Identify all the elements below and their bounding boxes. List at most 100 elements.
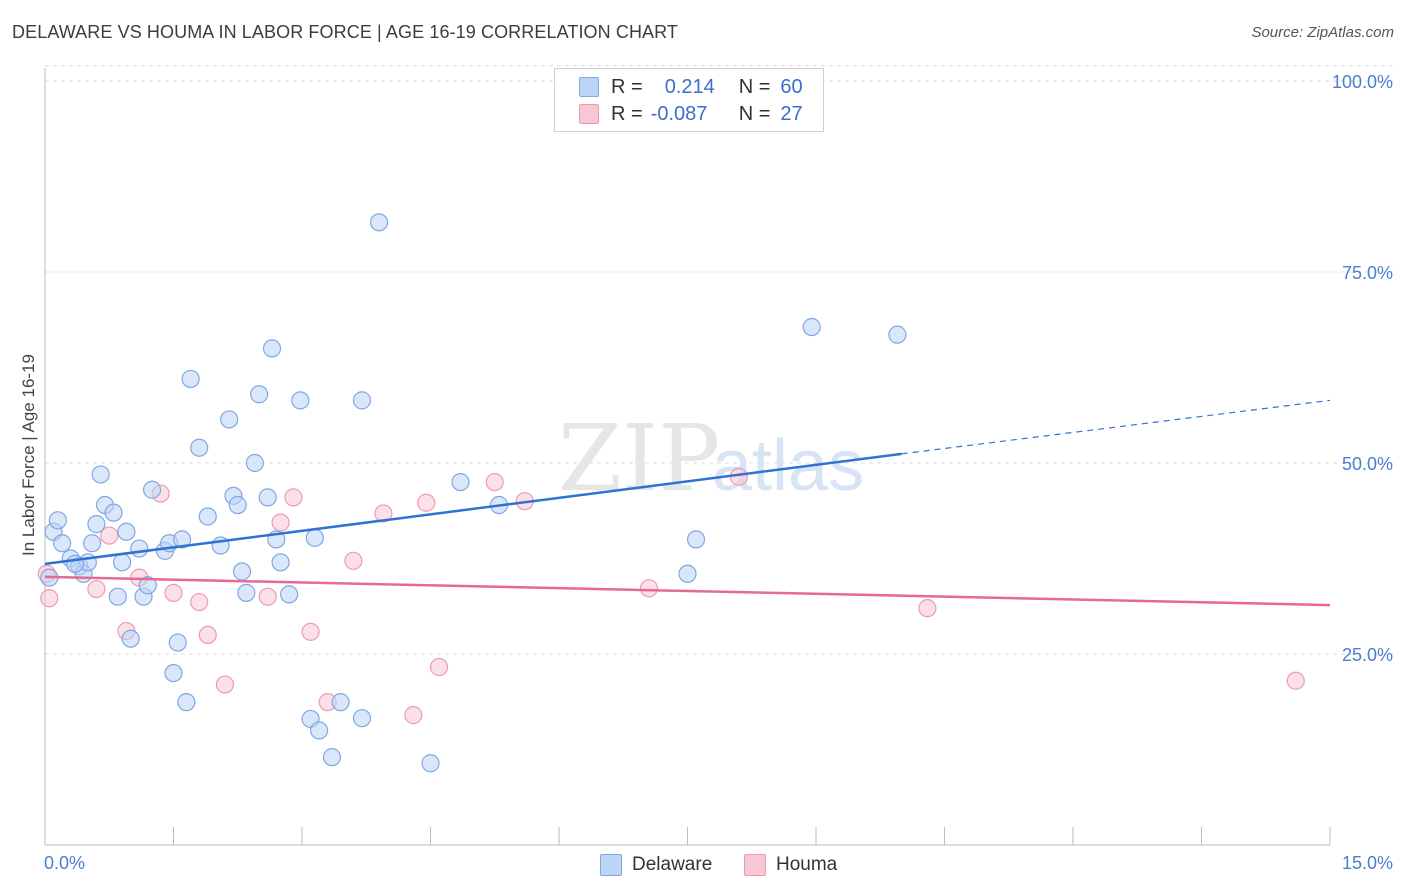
delaware-point xyxy=(168,633,187,652)
houma-point xyxy=(485,473,504,492)
legend-row-houma: R = -0.087 N = 27 xyxy=(579,101,803,127)
delaware-point xyxy=(237,583,256,602)
tick-labels: 25.0% 50.0% 75.0% 100.0% 0.0% 15.0% xyxy=(44,72,1393,873)
delaware-point xyxy=(370,213,389,232)
houma-point xyxy=(40,589,59,608)
gridlines xyxy=(45,65,1393,655)
houma-point xyxy=(344,551,363,570)
y-tick-label: 50.0% xyxy=(1342,454,1393,474)
bottom-delaware-label: Delaware xyxy=(632,854,713,875)
houma-point xyxy=(164,583,183,602)
delaware-point xyxy=(112,553,132,572)
y-axis-label: In Labor Force | Age 16-19 xyxy=(19,354,38,556)
houma-point xyxy=(215,675,234,694)
watermark-atlas: atlas xyxy=(712,426,864,506)
delaware-point xyxy=(138,576,157,595)
houma-n-value: 27 xyxy=(780,102,803,125)
delaware-point xyxy=(258,488,277,507)
delaware-point xyxy=(190,438,209,457)
delaware-point xyxy=(177,693,196,712)
delaware-point xyxy=(65,554,85,573)
delaware-point xyxy=(245,453,264,473)
delaware-point xyxy=(181,369,200,389)
delaware-point xyxy=(888,325,907,344)
delaware-point xyxy=(352,709,372,728)
houma-point xyxy=(429,657,449,677)
delaware-point xyxy=(310,721,329,740)
houma-point xyxy=(198,625,217,645)
delaware-point xyxy=(280,585,299,604)
delaware-point xyxy=(108,587,127,606)
delaware-point xyxy=(87,515,106,534)
delaware-point xyxy=(232,562,252,581)
trendlines xyxy=(44,399,1331,607)
houma-point xyxy=(190,592,209,612)
houma-point xyxy=(374,504,393,523)
watermark: ZIP atlas xyxy=(558,405,864,512)
delaware-point xyxy=(322,748,342,767)
delaware-point xyxy=(142,480,162,499)
houma-point xyxy=(918,599,937,618)
houma-r-label: R = xyxy=(611,102,643,125)
delaware-point xyxy=(164,663,183,683)
delaware-point xyxy=(802,317,821,337)
delaware-point xyxy=(451,473,470,492)
bottom-houma-label: Houma xyxy=(776,854,838,875)
y-tick-label: 25.0% xyxy=(1342,645,1393,665)
delaware-point xyxy=(305,528,324,547)
houma-point xyxy=(417,493,436,512)
delaware-point xyxy=(198,507,217,526)
delaware-point xyxy=(220,410,239,429)
houma-point xyxy=(100,526,119,545)
houma-point xyxy=(1286,671,1305,690)
delaware-point xyxy=(291,391,310,410)
delaware-point xyxy=(48,511,67,530)
bottom-delaware-swatch xyxy=(600,854,622,876)
y-tick-label: 75.0% xyxy=(1342,263,1393,283)
delaware-n-label: N = xyxy=(738,75,771,98)
delaware-n-value: 60 xyxy=(780,75,803,98)
delaware-point xyxy=(121,629,140,648)
delaware-trendline xyxy=(44,452,902,566)
houma-point xyxy=(258,587,277,606)
bottom-houma-swatch xyxy=(744,854,766,876)
houma-trendline xyxy=(44,575,1331,607)
y-tick-label: 100.0% xyxy=(1332,72,1393,92)
delaware-point xyxy=(130,539,149,558)
delaware-point xyxy=(686,530,706,549)
delaware-point xyxy=(331,693,350,712)
delaware-r-label: R = xyxy=(611,75,643,98)
delaware-point xyxy=(53,534,72,553)
houma-point xyxy=(639,579,659,598)
x-tick-label: 0.0% xyxy=(44,853,85,873)
delaware-point xyxy=(352,391,372,410)
houma-point xyxy=(404,706,423,725)
delaware-point xyxy=(117,522,136,541)
delaware-point xyxy=(250,385,269,404)
delaware-point xyxy=(104,503,123,522)
delaware-swatch xyxy=(579,77,599,97)
correlation-legend: R = 0.214 N = 60 R = -0.087 N = 27 xyxy=(554,68,824,132)
chart-title: DELAWARE VS HOUMA IN LABOR FORCE | AGE 1… xyxy=(12,22,679,42)
houma-swatch xyxy=(579,104,599,124)
legend-row-delaware: R = 0.214 N = 60 xyxy=(579,74,803,100)
delaware-point xyxy=(678,564,697,583)
delaware-point xyxy=(83,534,102,553)
houma-point xyxy=(301,622,320,641)
houma-r-value: -0.087 xyxy=(650,102,708,125)
houma-point xyxy=(87,579,106,599)
houma-n-label: N = xyxy=(738,102,771,125)
houma-point xyxy=(271,513,290,532)
delaware-point xyxy=(172,530,192,549)
chart-source: Source: ZipAtlas.com xyxy=(1251,24,1394,41)
delaware-point xyxy=(228,495,247,515)
axes xyxy=(44,68,1331,846)
delaware-point xyxy=(91,465,110,484)
houma-point xyxy=(284,488,303,507)
delaware-point xyxy=(271,553,290,572)
delaware-trendline-extension xyxy=(901,399,1331,455)
delaware-point xyxy=(262,339,282,358)
delaware-r-value: 0.214 xyxy=(664,75,715,98)
delaware-point xyxy=(421,754,440,773)
